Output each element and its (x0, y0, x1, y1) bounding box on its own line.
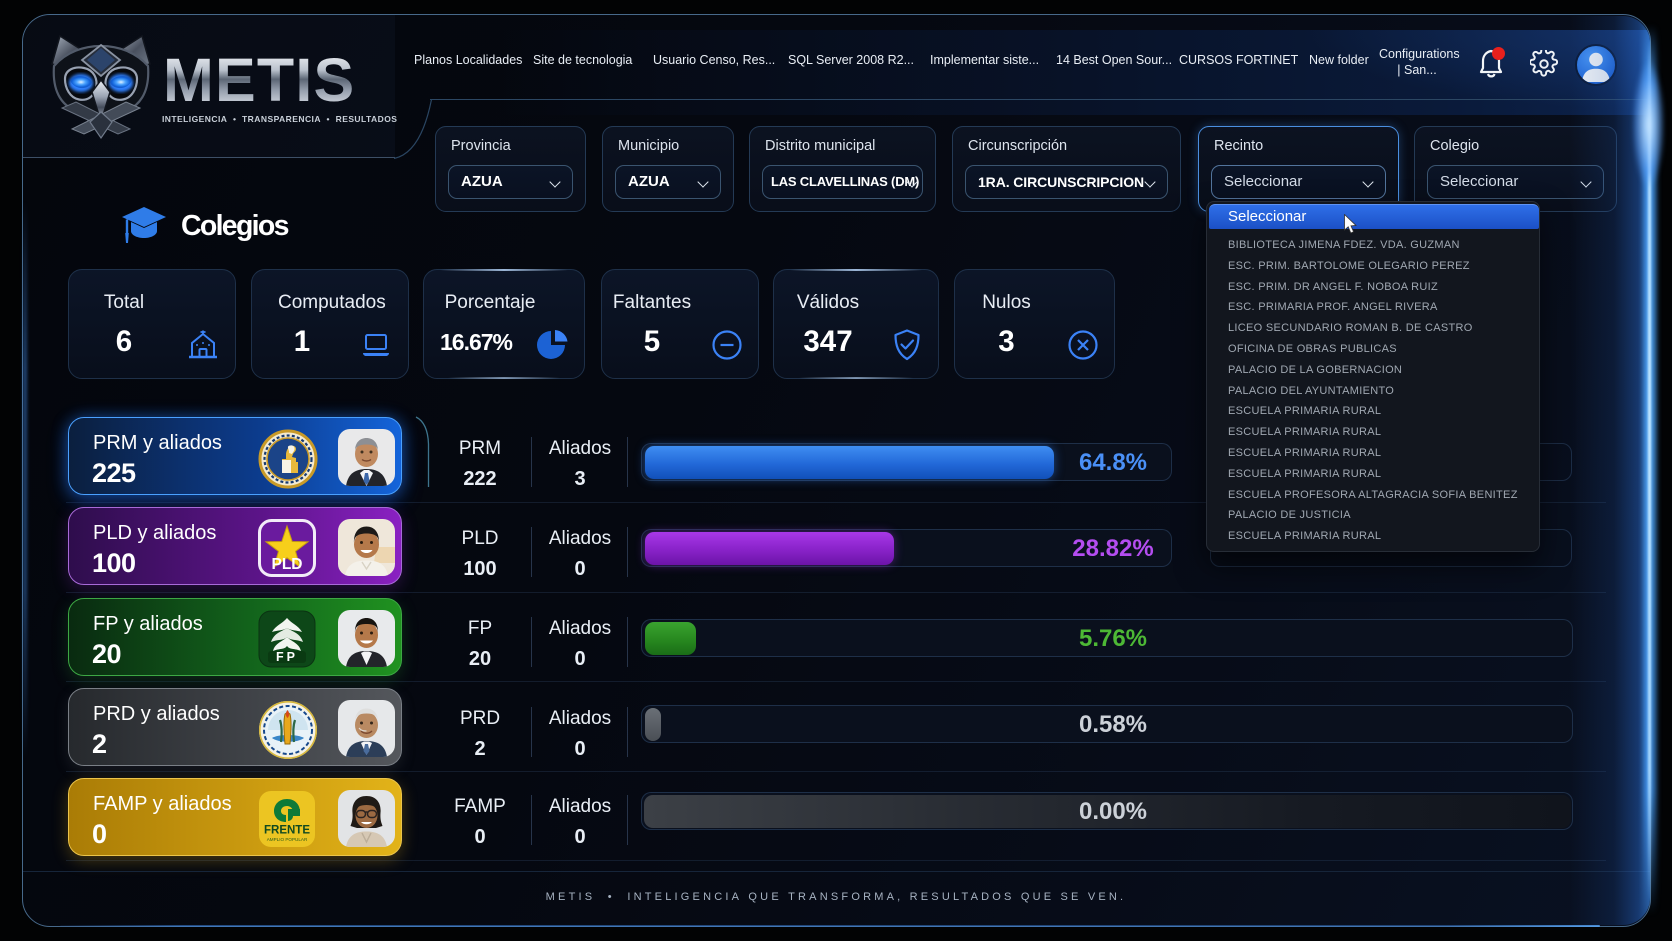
svg-text:PLD: PLD (272, 556, 303, 573)
svg-text:FRENTE: FRENTE (264, 825, 310, 837)
svg-text:FP: FP (276, 650, 298, 664)
svg-text:AMPLIO POPULAR: AMPLIO POPULAR (267, 837, 308, 842)
